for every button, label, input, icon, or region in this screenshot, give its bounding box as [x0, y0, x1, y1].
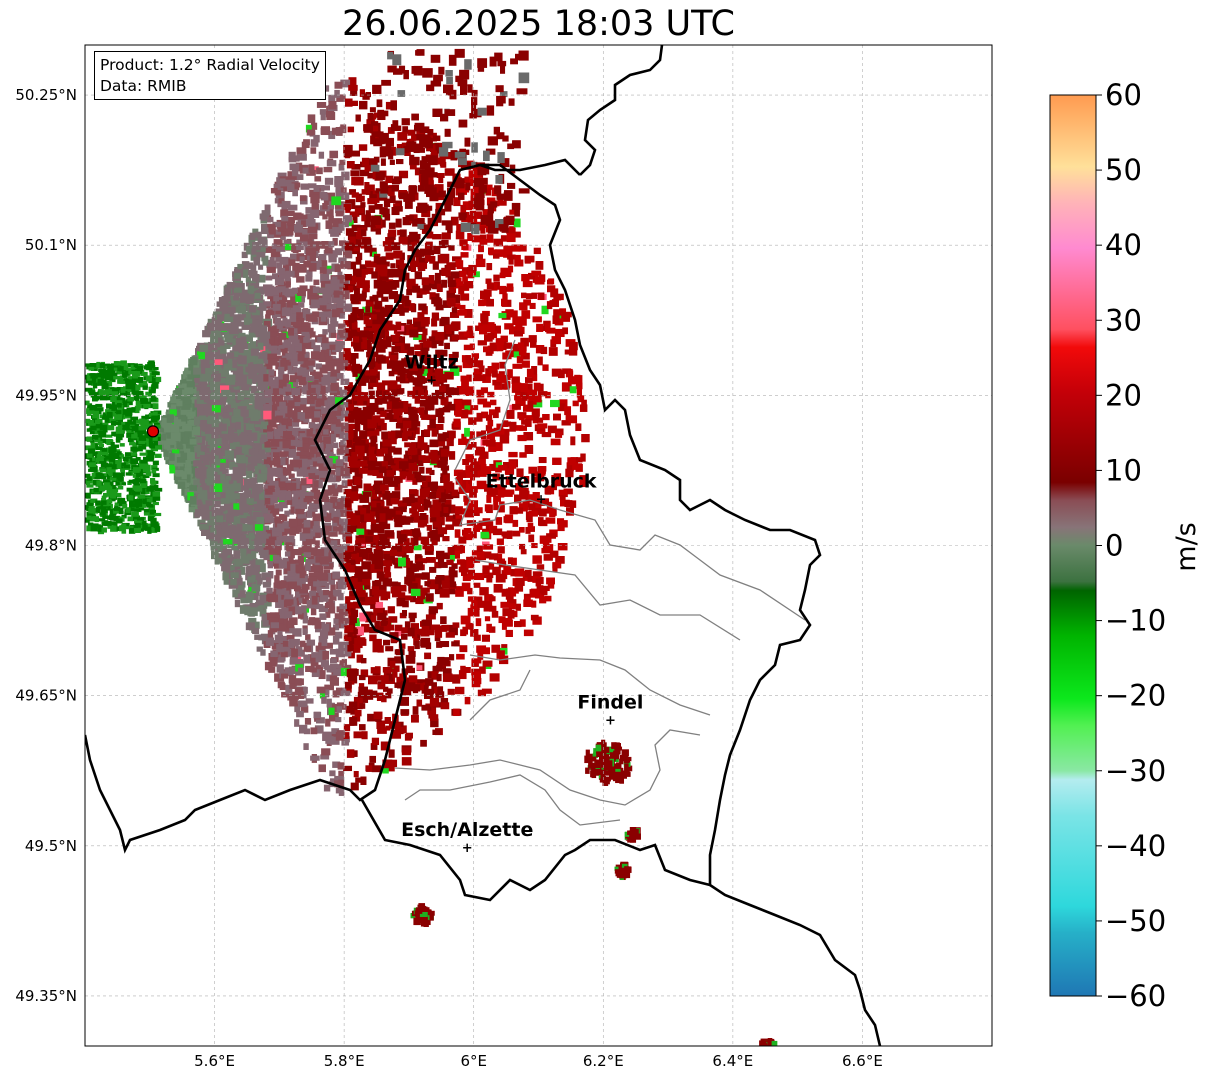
colorbar-tick-label: 20 — [1105, 378, 1142, 412]
x-tick-label: 6.6°E — [842, 1052, 883, 1070]
map-frame — [84, 44, 993, 1047]
city-marker: + — [426, 373, 437, 388]
colorbar-tick-label: −10 — [1105, 604, 1166, 638]
y-tick-label: 50.25°N — [15, 86, 77, 104]
colorbar-tick-label: −40 — [1105, 829, 1166, 863]
radar-site-marker — [146, 425, 160, 438]
x-tick-label: 6.2°E — [583, 1052, 624, 1070]
colorbar-label: m/s — [1171, 522, 1202, 571]
colorbar-tick-label: 50 — [1105, 153, 1142, 187]
city-marker: + — [462, 841, 473, 856]
x-tick-label: 5.8°E — [324, 1052, 365, 1070]
y-tick-label: 49.65°N — [15, 687, 77, 705]
colorbar-tick-label: 0 — [1105, 529, 1123, 563]
country-borders — [85, 45, 882, 1046]
y-tick-label: 50.1°N — [25, 236, 77, 254]
y-tick-label: 49.5°N — [25, 837, 77, 855]
city-label: Ettelbruck — [486, 470, 597, 492]
colorbar-tick-label: 10 — [1105, 453, 1142, 487]
y-tick-label: 49.8°N — [25, 537, 77, 555]
colorbar-tick-label: −60 — [1105, 979, 1166, 1013]
map-title: 26.06.2025 18:03 UTC — [342, 4, 735, 44]
product-line: Product: 1.2° Radial Velocity — [100, 56, 320, 74]
data-source-line: Data: RMIB — [100, 77, 187, 95]
colorbar-tick-label: 40 — [1105, 228, 1142, 262]
city-label: Findel — [577, 692, 643, 714]
city-label: Wiltz — [405, 351, 459, 373]
y-tick-label: 49.35°N — [15, 987, 77, 1005]
colorbar-tick-label: −20 — [1105, 679, 1166, 713]
x-tick-label: 6°E — [460, 1052, 487, 1070]
radar-echoes — [85, 48, 778, 1046]
city-labels: +Wiltz+Ettelbruck+Findel+Esch/Alzette — [401, 351, 643, 855]
x-tick-labels: 5.6°E 5.8°E 6°E 6.2°E 6.4°E 6.6°E — [194, 1052, 883, 1070]
city-label: Esch/Alzette — [401, 819, 533, 841]
x-tick-label: 6.4°E — [712, 1052, 753, 1070]
y-tick-label: 49.95°N — [15, 386, 77, 404]
city-marker: + — [536, 492, 547, 507]
colorbar-tick-label: −50 — [1105, 904, 1166, 938]
colorbar-tick-label: 30 — [1105, 303, 1142, 337]
x-tick-label: 5.6°E — [194, 1052, 235, 1070]
colorbar-tick-labels: 60 50 40 30 20 10 0 −10 −20 −30 −40 −50 −60 — [1096, 78, 1166, 1013]
y-tick-labels: 50.25°N 50.1°N 49.95°N 49.8°N 49.65°N 49.5°N 4… — [15, 86, 77, 1005]
city-marker: + — [605, 714, 616, 729]
colorbar-tick-label: 60 — [1105, 78, 1142, 112]
colorbar — [1049, 94, 1097, 997]
product-info-box: Product: 1.2° Radial Velocity Data: RMIB — [94, 51, 326, 100]
colorbar-tick-label: −30 — [1105, 754, 1166, 788]
